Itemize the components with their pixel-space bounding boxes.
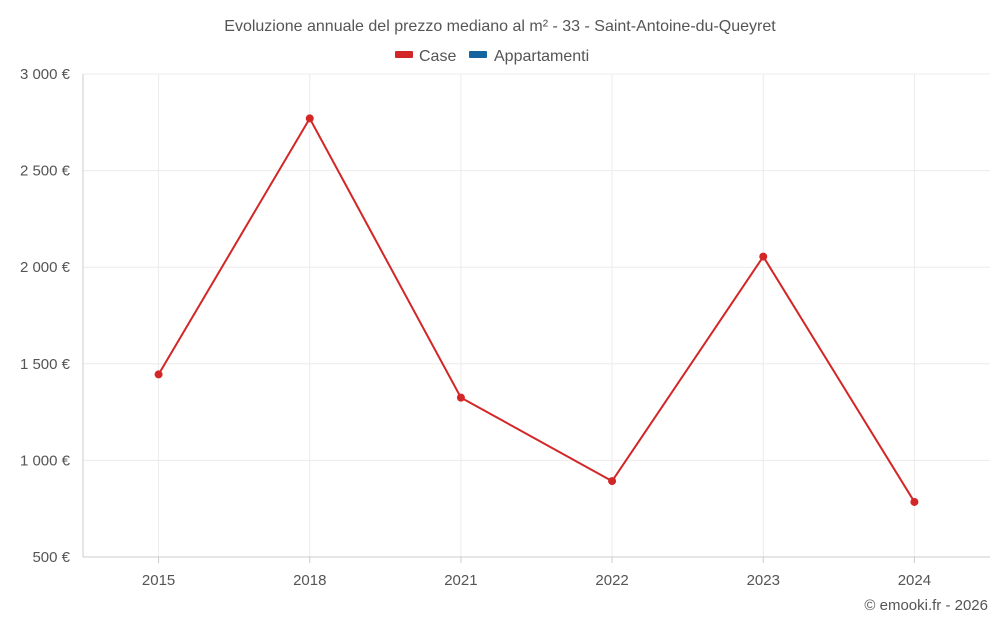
legend-item-case[interactable]: Case bbox=[395, 48, 456, 65]
y-tick-label: 1 000 € bbox=[20, 452, 71, 469]
y-tick-label: 1 500 € bbox=[20, 356, 71, 373]
legend-swatch-appartamenti bbox=[469, 51, 487, 58]
data-point-case[interactable] bbox=[154, 370, 163, 379]
data-point-case[interactable] bbox=[910, 497, 919, 506]
legend-swatch-case bbox=[395, 51, 413, 58]
x-tick-label: 2015 bbox=[142, 572, 175, 589]
legend-label-appartamenti: Appartamenti bbox=[494, 48, 589, 65]
data-point-case[interactable] bbox=[759, 252, 768, 261]
y-tick-label: 3 000 € bbox=[20, 66, 71, 83]
x-tick-label: 2021 bbox=[444, 572, 477, 589]
legend: Case Appartamenti bbox=[395, 48, 589, 65]
y-tick-label: 2 000 € bbox=[20, 259, 71, 276]
grid bbox=[83, 73, 990, 557]
series bbox=[154, 114, 919, 506]
credit-text: © emooki.fr - 2026 bbox=[864, 597, 988, 614]
data-point-case[interactable] bbox=[456, 393, 465, 402]
y-tick-label: 500 € bbox=[32, 549, 70, 566]
x-tick-label: 2023 bbox=[747, 572, 780, 589]
series-line-case bbox=[157, 117, 916, 503]
x-tick-label: 2018 bbox=[293, 572, 326, 589]
axes: 3 000 € 2 500 € 2 000 € 1 500 € 1 000 € 500 €… bbox=[20, 66, 990, 589]
x-tick-label: 2024 bbox=[898, 572, 931, 589]
x-tick-label: 2022 bbox=[595, 572, 628, 589]
legend-label-case: Case bbox=[419, 48, 456, 65]
y-tick-label: 2 500 € bbox=[20, 163, 71, 180]
legend-item-appartamenti[interactable]: Appartamenti bbox=[469, 48, 589, 65]
chart-title: Evoluzione annuale del prezzo mediano al… bbox=[224, 18, 776, 35]
data-point-case[interactable] bbox=[305, 114, 314, 123]
data-point-case[interactable] bbox=[608, 477, 617, 486]
